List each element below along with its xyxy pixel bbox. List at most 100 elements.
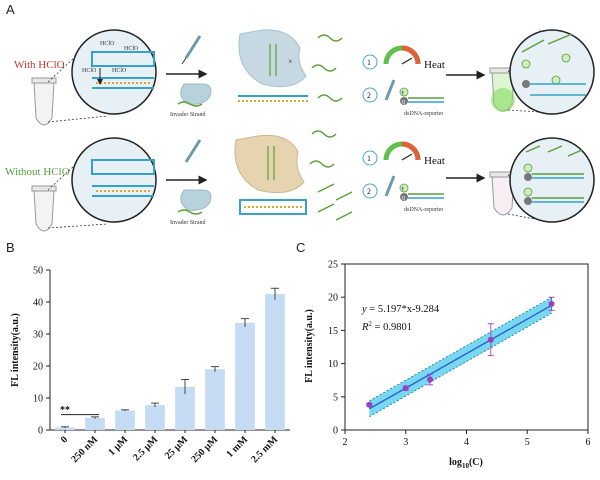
scatter-xtick-label-2: 4 bbox=[464, 437, 469, 448]
heat-label-2: Heat bbox=[424, 155, 445, 167]
xlabel-sub: 10 bbox=[462, 462, 470, 470]
tube-with-hclo bbox=[31, 77, 57, 126]
hclo-tag-1: HClO bbox=[100, 41, 115, 47]
cas-complex-1: × bbox=[238, 29, 307, 88]
heat-gauge-1 bbox=[383, 45, 421, 65]
f-marker-2: F bbox=[402, 188, 405, 193]
bar-7 bbox=[265, 294, 285, 430]
hclo-tag-4: HClO bbox=[112, 68, 127, 74]
tube-fluorescent bbox=[489, 67, 517, 112]
data-point-3 bbox=[487, 336, 494, 343]
released-strands-1 bbox=[311, 34, 343, 102]
scatter-ytick-label-4: 20 bbox=[328, 293, 338, 304]
r2-label: R bbox=[361, 322, 369, 333]
scatter-ytick-label-0: 0 bbox=[333, 426, 338, 437]
tube-without-hclo bbox=[31, 185, 57, 232]
panel-a: A With HClO Without HClO HClO HClO HClO … bbox=[5, 2, 595, 232]
reporter-label-2: dsDNA-reporter bbox=[404, 207, 443, 213]
invader-strand-label-1: Invader Strand bbox=[170, 112, 206, 118]
data-point-4 bbox=[548, 300, 555, 307]
fit-eq-rhs: = 5.197*x-9.284 bbox=[367, 304, 440, 315]
bar-0 bbox=[55, 427, 75, 430]
bar-6 bbox=[235, 322, 255, 430]
xlabel-main: log bbox=[449, 457, 462, 468]
zoom-circle-with-hclo: HClO HClO HClO HClO bbox=[71, 29, 157, 115]
scatter-ytick-label-3: 15 bbox=[328, 326, 338, 337]
data-point-2 bbox=[427, 376, 434, 383]
bar-ytick-label-4: 40 bbox=[33, 298, 43, 309]
bar-ytick-label-5: 50 bbox=[33, 266, 43, 277]
fit-equation: y = 5.197*x-9.284 bbox=[361, 304, 440, 315]
panel-a-letter: A bbox=[6, 2, 15, 17]
bar-ytick-label-0: 0 bbox=[38, 426, 43, 437]
zoom-circle-without-hclo bbox=[71, 137, 157, 223]
significance-marker: ** bbox=[60, 405, 70, 416]
reporter-label-1: dsDNA-reporter bbox=[404, 111, 443, 117]
scatter-chart: FL intensity(a.u.) log10(C) y = 5.197*x-… bbox=[304, 260, 591, 471]
cas-protein-1 bbox=[177, 83, 212, 107]
r2-value: = 0.9801 bbox=[372, 322, 412, 333]
row-label-with-hclo: With HClO bbox=[14, 59, 65, 71]
bar-category-label-3: 2.5 μM bbox=[131, 434, 160, 463]
tube-dark bbox=[489, 171, 517, 216]
bar-category-label-5: 250 μM bbox=[189, 434, 220, 465]
bar-2 bbox=[115, 410, 135, 430]
pipette-1 bbox=[181, 35, 202, 65]
pipette-reporter-1 bbox=[384, 79, 396, 101]
bar-ytick-label-3: 30 bbox=[33, 330, 43, 341]
bar-category-label-6: 1 mM bbox=[224, 434, 250, 460]
free-strands-2 bbox=[309, 130, 353, 221]
panel-c-letter: C bbox=[296, 240, 305, 255]
bar-1 bbox=[85, 417, 105, 430]
svg-text:×: × bbox=[288, 57, 293, 66]
scatter-xtick-label-3: 5 bbox=[525, 437, 530, 448]
panel-b-letter: B bbox=[6, 240, 15, 255]
bar-ylabel: FL intensity(a.u.) bbox=[10, 313, 21, 387]
q-marker-2: Q bbox=[402, 197, 406, 202]
band-upper bbox=[369, 296, 552, 402]
bar-category-label-4: 25 μM bbox=[163, 434, 191, 462]
scatter-xtick-label-4: 6 bbox=[586, 437, 591, 448]
bar-4 bbox=[175, 386, 195, 430]
bar-category-label-1: 250 nM bbox=[69, 434, 100, 465]
bar-category-label-7: 2.5 mM bbox=[249, 434, 280, 465]
bar-ytick-label-1: 10 bbox=[33, 394, 43, 405]
bar-ytick-label-2: 20 bbox=[33, 362, 43, 373]
scatter-ytick-label-2: 10 bbox=[328, 359, 338, 370]
r2-sup: 2 bbox=[368, 320, 372, 328]
xlabel-tail: (C) bbox=[469, 457, 483, 468]
hclo-tag-2: HClO bbox=[124, 46, 139, 52]
invader-strand-label-2: Invader Strand bbox=[170, 220, 206, 226]
step-2-row1: 2 bbox=[367, 91, 371, 100]
cas-complex-2 bbox=[234, 134, 305, 194]
scatter-xtick-label-1: 3 bbox=[403, 437, 408, 448]
zoom-circle-dark bbox=[509, 137, 595, 223]
data-point-0 bbox=[366, 401, 373, 408]
fit-eq-lhs: y bbox=[361, 304, 367, 315]
zoom-circle-fluorescent bbox=[509, 29, 595, 115]
step-1-row2: 1 bbox=[367, 154, 371, 163]
band-lower bbox=[369, 312, 552, 418]
f-marker-1: F bbox=[402, 92, 405, 97]
row-label-without-hclo: Without HClO bbox=[5, 166, 70, 178]
q-marker-1: Q bbox=[402, 101, 406, 106]
scatter-xtick-label-0: 2 bbox=[343, 437, 348, 448]
cas-protein-2 bbox=[177, 189, 212, 215]
bar-3 bbox=[145, 405, 165, 430]
bar-category-label-0: 0 bbox=[59, 434, 70, 445]
scatter-ylabel: FL intensity(a.u.) bbox=[304, 309, 315, 383]
step-2-row2: 2 bbox=[367, 187, 371, 196]
pipette-reporter-2 bbox=[384, 175, 396, 197]
data-point-1 bbox=[402, 385, 409, 392]
scatter-xlabel: log10(C) bbox=[449, 457, 483, 470]
hclo-tag-3: HClO bbox=[82, 68, 97, 74]
heat-gauge-2 bbox=[383, 141, 421, 161]
bar-category-label-2: 1 μM bbox=[106, 434, 130, 458]
scatter-ytick-label-1: 5 bbox=[333, 392, 338, 403]
heat-label-1: Heat bbox=[424, 59, 445, 71]
fit-line bbox=[368, 304, 552, 410]
step-1-row1: 1 bbox=[367, 58, 371, 67]
r-squared: R2 = 0.9801 bbox=[361, 320, 412, 333]
pipette-2 bbox=[184, 139, 202, 163]
